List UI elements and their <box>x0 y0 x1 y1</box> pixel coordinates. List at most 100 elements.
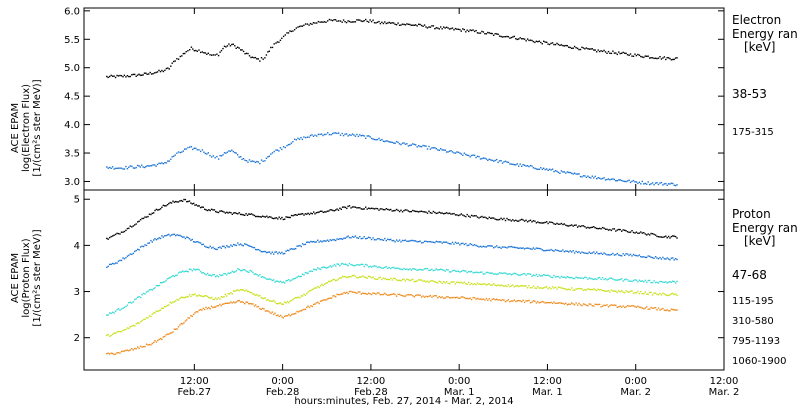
data-point <box>138 220 140 222</box>
data-point <box>566 304 568 306</box>
data-point <box>550 42 552 45</box>
data-point <box>331 19 334 22</box>
data-point <box>326 282 329 284</box>
data-point <box>406 294 408 296</box>
data-point <box>676 258 678 261</box>
data-point <box>451 281 454 283</box>
data-point <box>541 300 543 303</box>
data-point <box>529 219 532 221</box>
data-point <box>429 295 432 297</box>
data-point <box>619 254 621 257</box>
data-point <box>299 275 301 278</box>
data-point <box>197 268 199 270</box>
data-point <box>618 279 620 281</box>
data-point <box>456 242 458 245</box>
data-point <box>598 227 601 230</box>
data-point <box>150 344 152 346</box>
data-point <box>112 262 114 265</box>
data-point <box>271 152 274 154</box>
data-point <box>665 235 667 237</box>
data-point <box>597 177 599 179</box>
data-point <box>560 302 563 304</box>
data-point <box>532 285 535 287</box>
data-point <box>496 33 498 35</box>
data-point <box>573 224 576 226</box>
data-point <box>370 266 373 268</box>
data-point <box>295 296 297 299</box>
data-point <box>245 213 247 215</box>
data-point <box>226 245 228 247</box>
data-point <box>470 29 473 32</box>
data-point <box>462 242 464 244</box>
data-point <box>398 268 401 270</box>
data-point <box>612 50 614 52</box>
data-point <box>233 301 235 303</box>
data-point <box>185 148 187 150</box>
data-point <box>351 21 354 23</box>
data-point <box>132 167 134 169</box>
data-point <box>600 278 602 280</box>
data-point <box>632 253 635 256</box>
data-point <box>420 146 423 148</box>
data-point <box>445 151 448 153</box>
data-point <box>316 22 318 24</box>
data-point <box>132 73 134 76</box>
data-point <box>275 302 278 305</box>
data-point <box>522 285 524 287</box>
data-point <box>521 38 523 40</box>
data-point <box>304 272 307 274</box>
data-point <box>201 295 203 297</box>
data-point <box>161 282 163 284</box>
data-point <box>155 284 158 287</box>
data-point <box>193 268 195 270</box>
data-point <box>609 228 611 231</box>
data-point <box>234 45 236 47</box>
data-point <box>226 274 228 276</box>
data-point <box>535 287 538 289</box>
data-point <box>562 171 564 173</box>
data-point <box>575 288 577 290</box>
data-point <box>456 28 458 30</box>
data-point <box>267 278 269 280</box>
data-point <box>643 256 645 258</box>
data-point <box>407 210 410 212</box>
data-point <box>381 238 383 241</box>
data-point <box>638 254 641 256</box>
data-point <box>379 139 382 141</box>
data-point <box>117 352 120 354</box>
data-point <box>628 291 630 293</box>
data-point <box>150 164 153 167</box>
data-point <box>279 314 282 317</box>
data-point <box>662 307 664 310</box>
data-point <box>538 222 540 224</box>
data-point <box>596 178 598 180</box>
data-point <box>548 249 551 252</box>
data-point <box>537 247 539 250</box>
data-point <box>186 296 188 298</box>
data-point <box>353 274 355 277</box>
data-point <box>138 165 140 167</box>
data-point <box>653 307 655 309</box>
data-point <box>640 231 642 233</box>
data-point <box>289 315 291 317</box>
data-point <box>176 152 178 154</box>
data-point <box>625 306 627 308</box>
data-point <box>469 156 471 158</box>
data-point <box>373 208 376 210</box>
data-point <box>573 252 576 254</box>
data-point <box>187 146 189 149</box>
data-point <box>109 236 111 239</box>
data-point <box>500 247 502 249</box>
data-point <box>551 221 554 224</box>
data-point <box>264 216 267 218</box>
data-point <box>348 290 351 293</box>
data-point <box>646 256 648 259</box>
data-point <box>647 181 649 183</box>
data-point <box>438 28 440 30</box>
data-point <box>441 242 443 244</box>
data-point <box>201 243 203 246</box>
data-point <box>382 293 385 296</box>
data-point <box>616 306 618 308</box>
data-point <box>245 270 247 272</box>
data-point <box>378 277 380 279</box>
